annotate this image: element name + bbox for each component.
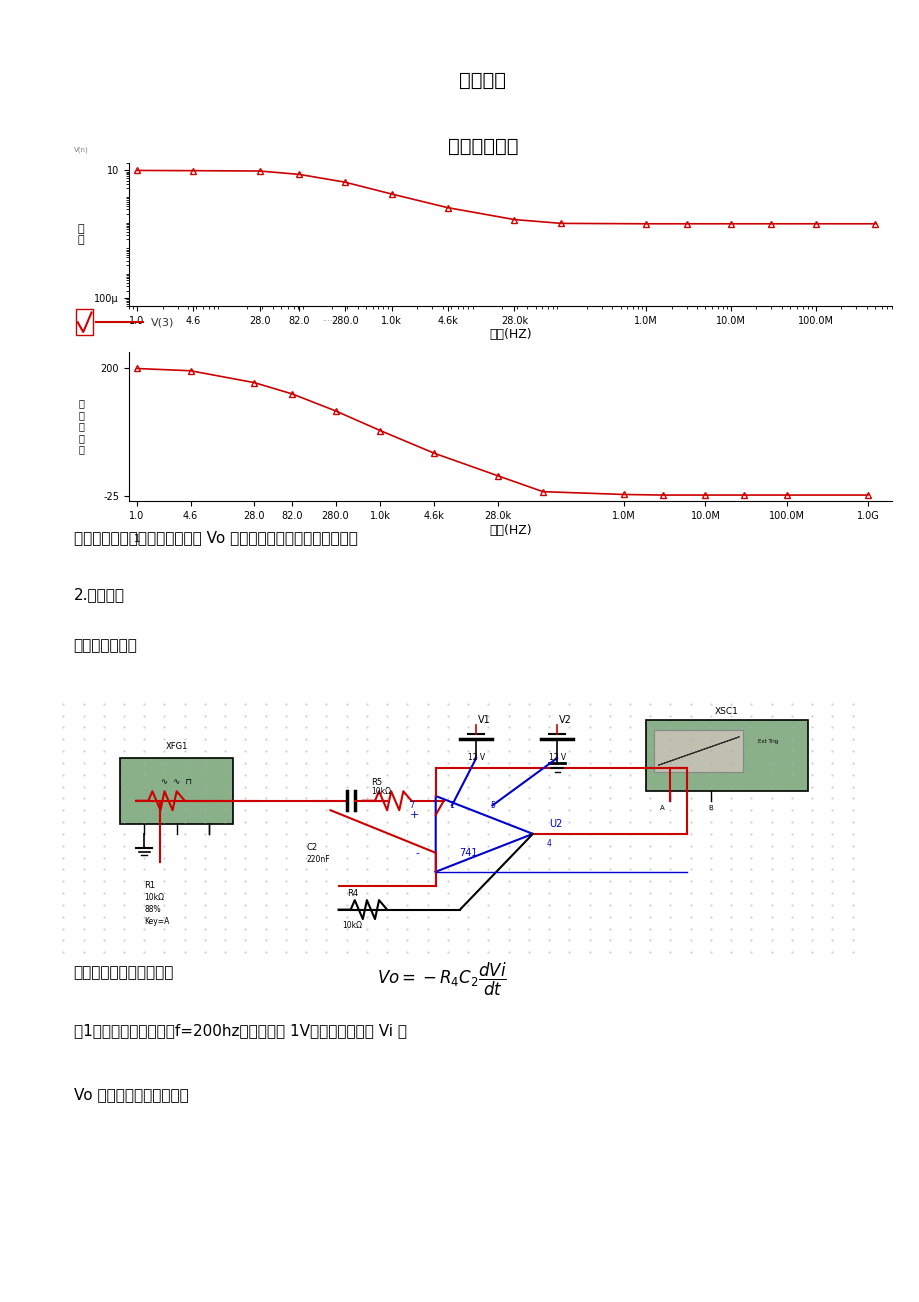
Text: 10kΩ: 10kΩ [370,786,391,796]
Text: C2: C2 [306,844,317,853]
Text: B: B [708,806,712,811]
Text: R1: R1 [144,881,155,891]
Text: R4: R4 [346,889,357,898]
Text: 积分电路: 积分电路 [459,72,506,90]
Text: Vo 波形并测量输出电压。: Vo 波形并测量输出电压。 [74,1087,188,1103]
Text: 1: 1 [449,801,454,810]
Text: 1: 1 [133,534,140,544]
Text: XFG1: XFG1 [165,742,187,751]
Text: 10kΩ: 10kΩ [144,893,165,902]
Text: V2: V2 [558,715,571,725]
Text: $\it{Vo}=-R_4C_2\dfrac{dVi}{dt}$: $\it{Vo}=-R_4C_2\dfrac{dVi}{dt}$ [376,961,505,999]
Text: 交流信号分析: 交流信号分析 [448,137,517,156]
Text: 88%: 88% [144,905,161,914]
Text: V1: V1 [477,715,490,725]
Bar [645,720,807,792]
Text: Ext Trig: Ext Trig [756,740,777,743]
Text: 实验电路如下：: 实验电路如下： [74,638,137,654]
Text: XSC1: XSC1 [714,707,738,716]
Text: 2.微分电路: 2.微分电路 [74,587,124,603]
Text: V(n): V(n) [74,147,88,152]
Text: 根据实验可知，频率增大，输出 Vo 的幅值减小。产生一定的相移。: 根据实验可知，频率增大，输出 Vo 的幅值减小。产生一定的相移。 [74,530,357,546]
Text: Key=A: Key=A [144,917,169,926]
X-axis label: 频率(HZ): 频率(HZ) [489,328,531,341]
Text: 220nF: 220nF [306,855,329,865]
Text: 7: 7 [409,801,414,810]
Text: +: + [410,810,419,820]
Text: 12 V: 12 V [467,754,484,763]
Y-axis label: 幅
度: 幅 度 [77,224,84,245]
Text: （1）输入正弦波信号，f=200hz，有效值为 1V，用示波器观察 Vi 与: （1）输入正弦波信号，f=200hz，有效值为 1V，用示波器观察 Vi 与 [74,1023,406,1038]
Text: 4: 4 [546,838,550,848]
Text: 741: 741 [459,848,477,858]
Bar [653,729,743,772]
Text: R5: R5 [370,777,381,786]
Text: -: - [415,848,419,858]
Text: ..........: .......... [322,315,348,323]
Text: A: A [659,806,664,811]
Text: ∿  ∿  ⊓: ∿ ∿ ⊓ [161,777,192,786]
Text: U2: U2 [549,819,562,829]
Text: 10kΩ: 10kΩ [342,922,362,931]
Text: 12 V: 12 V [548,754,565,763]
X-axis label: 频率(HZ): 频率(HZ) [489,523,531,536]
Text: V(3): V(3) [151,318,174,327]
Text: 微分电路的传输函数为：: 微分电路的传输函数为： [74,965,174,980]
Bar [76,310,93,335]
Y-axis label: 相
位
（
度
）: 相 位 （ 度 ） [78,398,84,454]
Bar [119,758,233,824]
Text: 5: 5 [490,801,494,810]
